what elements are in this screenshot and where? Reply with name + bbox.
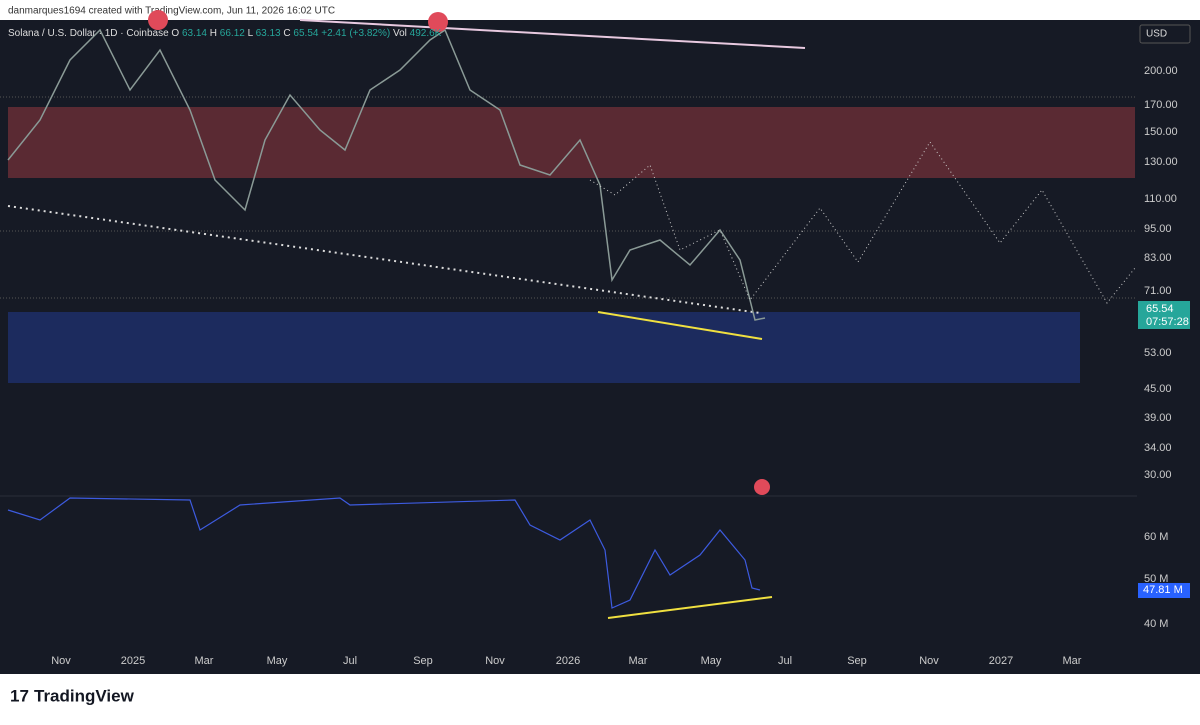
currency: USD	[1146, 29, 1167, 40]
price-label: 39.00	[1144, 412, 1172, 424]
legend-item: Solana / U.S. Dollar · 1D · Coinbase	[8, 28, 169, 39]
brand[interactable]: TradingView	[34, 686, 135, 705]
price-label: 130.00	[1144, 156, 1178, 168]
time-label: Mar	[1063, 655, 1082, 667]
time-label: Nov	[919, 655, 939, 667]
volume-label: 40 M	[1144, 618, 1168, 630]
attribution: danmarques1694 created with TradingView.…	[8, 6, 335, 17]
time-label: 2027	[989, 655, 1013, 667]
legend-item: O	[171, 28, 179, 39]
countdown: 07:57:28	[1146, 316, 1189, 328]
time-label: Jul	[778, 655, 792, 667]
currency-box[interactable]	[1139, 24, 1191, 44]
logo-mark: 17	[10, 686, 29, 705]
resistance-zone	[8, 107, 1135, 178]
price-label: 83.00	[1144, 252, 1172, 264]
price-label: 53.00	[1144, 347, 1172, 359]
time-label: 2025	[121, 655, 145, 667]
price-label: 170.00	[1144, 99, 1178, 111]
trend-line	[7, 205, 761, 314]
last-price: 65.54	[1146, 303, 1174, 315]
time-label: 2026	[556, 655, 580, 667]
time-label: Mar	[629, 655, 648, 667]
time-label: Sep	[847, 655, 867, 667]
legend-item: 66.12	[220, 28, 245, 39]
volume-label: 50 M	[1144, 573, 1168, 585]
volume-badge	[1138, 583, 1190, 598]
legend-item: 63.13	[256, 28, 281, 39]
event-icon[interactable]	[754, 479, 770, 495]
legend: Solana / U.S. Dollar · 1D · Coinbase O 6…	[8, 28, 442, 39]
price-label: 200.00	[1144, 65, 1178, 77]
marker	[148, 10, 168, 30]
legend-item: C	[283, 28, 290, 39]
price-label: 45.00	[1144, 383, 1172, 395]
price-label: 110.00	[1144, 193, 1177, 205]
legend-item: 492.6K	[410, 28, 442, 39]
legend-item: 65.54	[293, 28, 318, 39]
legend-item: 63.14	[182, 28, 207, 39]
marker	[428, 12, 448, 32]
legend-item: H	[210, 28, 217, 39]
divergence-line	[607, 596, 773, 619]
time-label: May	[267, 655, 288, 667]
price-label: 95.00	[1144, 223, 1172, 235]
price-label: 71.00	[1144, 285, 1172, 297]
legend-text: Solana / U.S. Dollar · 1D · Coinbase O 6…	[8, 28, 442, 39]
time-label: Jul	[343, 655, 357, 667]
trend-line	[299, 19, 806, 49]
time-label: Nov	[51, 655, 71, 667]
legend-item: Vol	[393, 28, 407, 39]
indicator-line	[7, 497, 761, 609]
legend-item: +2.41 (+3.82%)	[321, 28, 390, 39]
price-label: 150.00	[1144, 126, 1178, 138]
time-label: Mar	[195, 655, 214, 667]
time-label: Nov	[485, 655, 505, 667]
support-zone	[8, 312, 1080, 383]
price-line	[7, 28, 766, 321]
price-label: 30.00	[1144, 469, 1172, 481]
time-label: Sep	[413, 655, 433, 667]
volume-last: 47.81 M	[1143, 584, 1183, 596]
divergence-line	[597, 311, 763, 340]
time-label: May	[701, 655, 722, 667]
volume-label: 60 M	[1144, 531, 1168, 543]
legend-item: L	[248, 28, 254, 39]
price-label: 34.00	[1144, 442, 1172, 454]
last-price-badge	[1138, 301, 1190, 329]
